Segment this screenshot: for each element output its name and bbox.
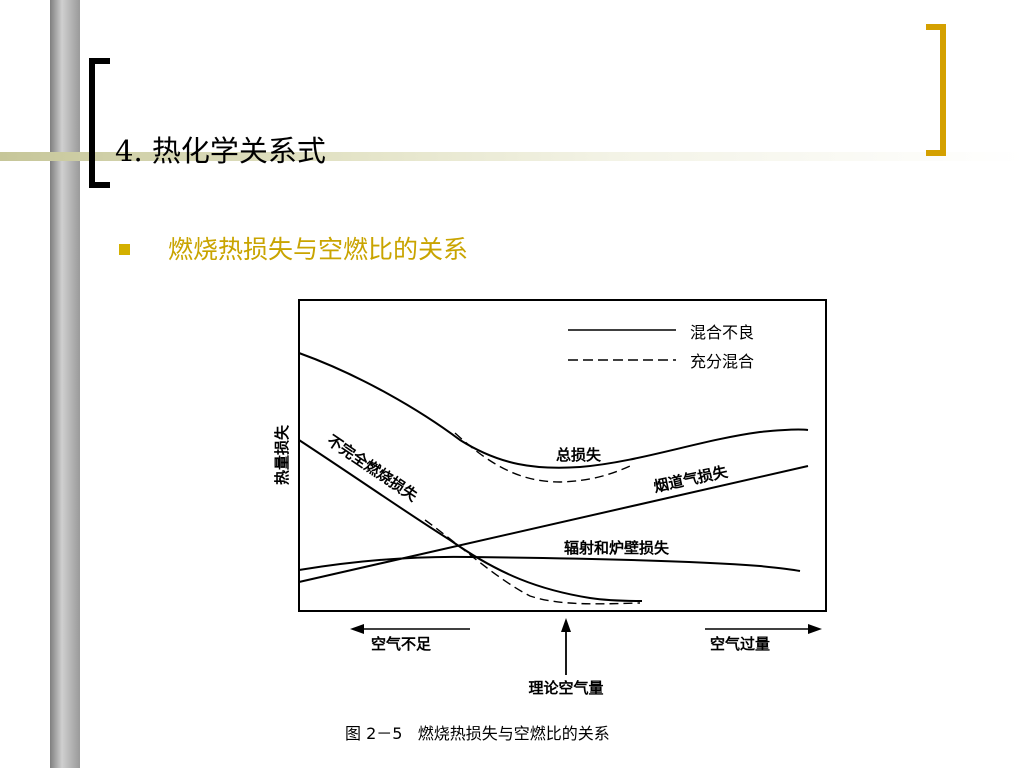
label-air-excess: 空气过量	[710, 635, 770, 653]
legend-dashed-label: 充分混合	[690, 352, 754, 371]
series-radiation	[298, 555, 801, 572]
series-flue	[298, 465, 809, 583]
label-incomplete: 不完全燃烧损失	[324, 431, 422, 505]
right-arrowhead	[808, 624, 822, 634]
y-axis-label: 热量损失	[273, 424, 291, 485]
label-total: 总损失	[556, 446, 602, 464]
theory-arrowhead	[561, 618, 571, 632]
series-incomplete-solid	[298, 439, 643, 602]
bullet-text: 燃烧热损失与空燃比的关系	[168, 235, 469, 264]
left-arrowhead	[350, 624, 364, 634]
label-air-insufficient: 空气不足	[371, 635, 432, 653]
label-flue: 烟道气损失	[652, 463, 730, 496]
series-incomplete-dashed	[424, 519, 641, 605]
left-decor-bar	[50, 0, 80, 768]
bullet-marker	[119, 244, 130, 255]
title-underline	[0, 152, 1024, 161]
series-total-solid	[298, 352, 809, 469]
slide-title: 4. 热化学关系式	[115, 134, 326, 168]
left-bracket	[89, 58, 110, 188]
plot-frame	[298, 299, 827, 612]
label-radiation: 辐射和炉壁损失	[564, 539, 670, 557]
right-bracket	[926, 24, 946, 156]
figure-caption: 图 2－5 燃烧热损失与空燃比的关系	[345, 724, 610, 743]
label-theoretical-air: 理论空气量	[528, 679, 603, 697]
legend-solid-label: 混合不良	[690, 323, 754, 342]
series-total-dashed	[454, 432, 631, 483]
